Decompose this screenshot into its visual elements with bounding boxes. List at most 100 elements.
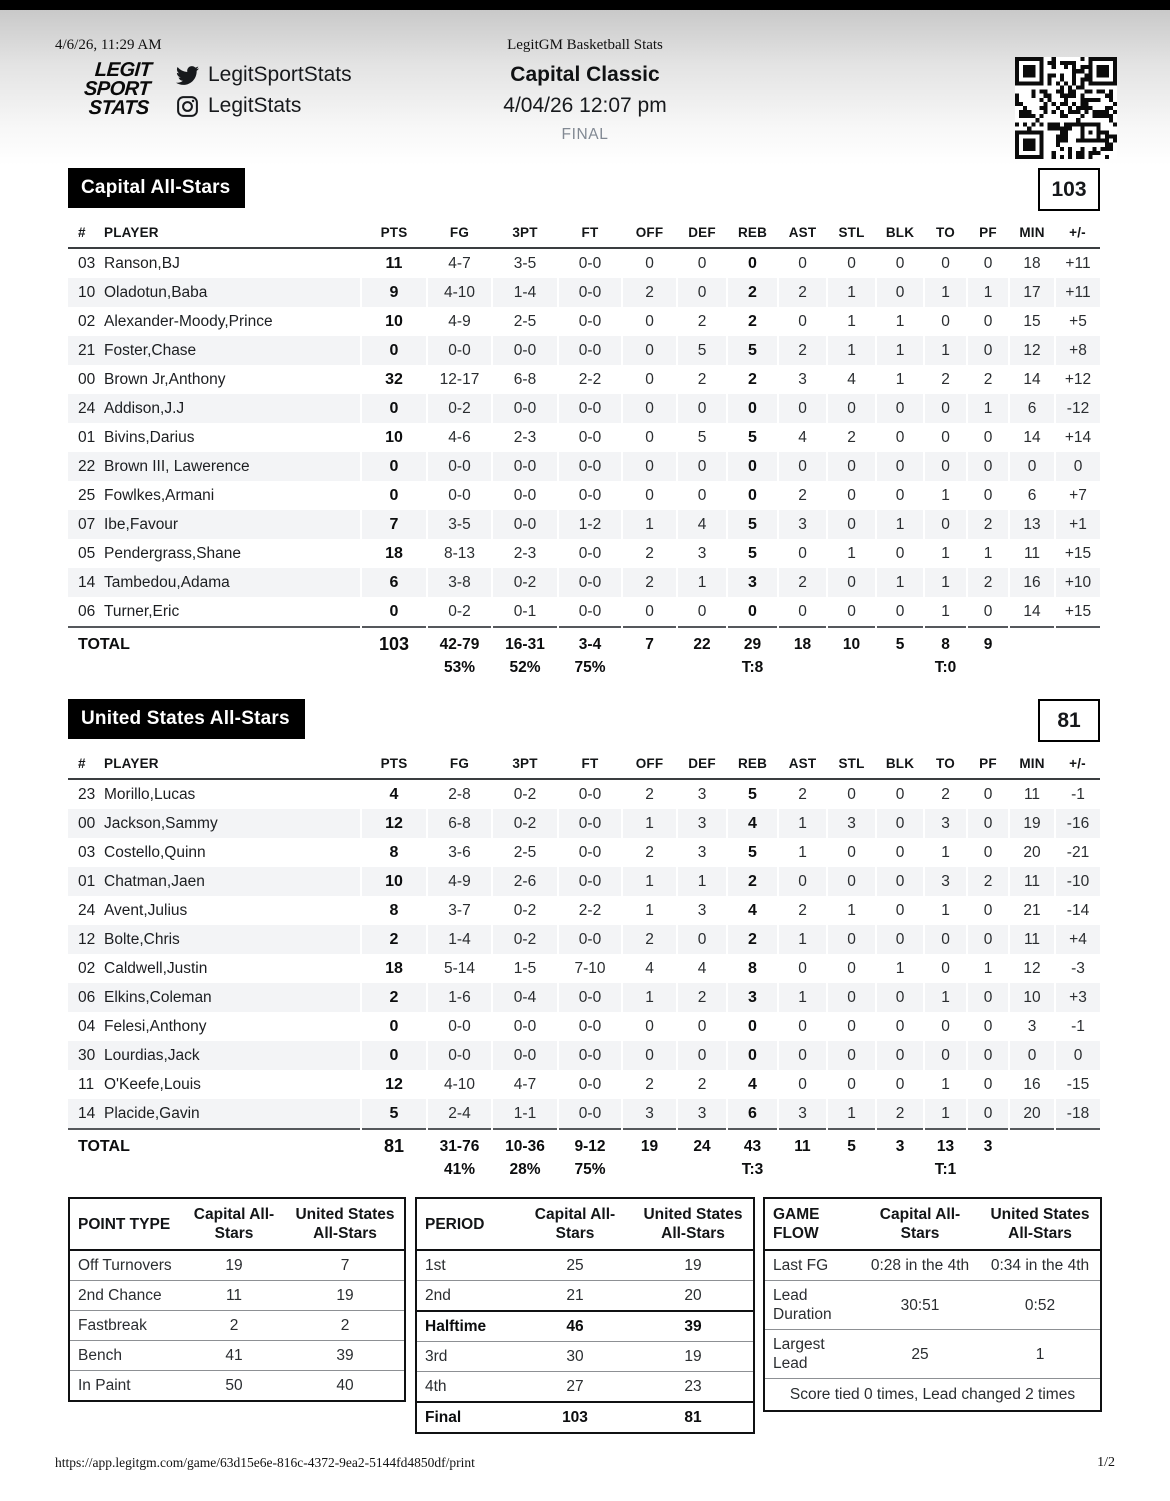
- stat-cell: 2: [621, 568, 677, 597]
- stat-cell: +11: [1054, 248, 1100, 278]
- stat-cell: 0: [777, 539, 827, 568]
- stat-cell: 0: [826, 983, 876, 1012]
- pct-cell: T:8: [726, 657, 778, 685]
- stat-cell: 0: [676, 597, 727, 627]
- total-stat-cell: [1054, 1128, 1100, 1159]
- stat-cell: 0: [826, 248, 876, 278]
- player-name: Costello,Quinn: [104, 844, 206, 861]
- stat-cell: 0: [676, 248, 727, 278]
- player-number: 30: [78, 1047, 96, 1064]
- player-row: 14 Placide,Gavin 5 2-4 1-1 0-0 3 3 6 3 1 2 1 0 20 -18: [68, 1099, 1100, 1129]
- stat-cell: 0: [777, 867, 827, 896]
- summary-row-label: Bench: [70, 1340, 182, 1371]
- stat-cell: 0-2: [491, 809, 558, 838]
- player-cell: 07 Ibe,Favour: [68, 510, 361, 539]
- stat-cell: +15: [1054, 597, 1100, 627]
- stat-cell: 20: [1008, 838, 1055, 867]
- summary-row-label: Fastbreak: [70, 1310, 182, 1341]
- player-cell: 25 Fowlkes,Armani: [68, 481, 361, 510]
- total-row: TOTAL 81 31-76 10-36 9-12 19 24 43 11 5 3 13 3: [68, 1128, 1100, 1159]
- stat-column-header: PF: [967, 216, 1009, 249]
- stat-cell: 2: [726, 925, 778, 954]
- stat-cell: 3: [726, 983, 778, 1012]
- player-name: Ranson,BJ: [104, 255, 180, 272]
- player-number: 14: [78, 1105, 96, 1122]
- stat-cell: 0: [621, 307, 677, 336]
- stat-cell: 0: [923, 248, 967, 278]
- stat-cell: 14: [1008, 597, 1055, 627]
- player-number: 12: [78, 931, 96, 948]
- total-stat-cell: [1008, 1128, 1055, 1159]
- stat-cell: 0: [875, 248, 924, 278]
- stat-cell: -21: [1054, 838, 1100, 867]
- stat-cell: 1: [777, 809, 827, 838]
- player-number: 04: [78, 1018, 96, 1035]
- summary-row-label: 2nd: [417, 1280, 517, 1311]
- stat-cell: 1-4: [426, 925, 492, 954]
- player-cell: 12 Bolte,Chris: [68, 925, 361, 954]
- stat-cell: +14: [1054, 423, 1100, 452]
- stat-cell: 2-6: [491, 867, 558, 896]
- stat-cell: 1: [966, 954, 1009, 983]
- stat-cell: 0: [777, 452, 827, 481]
- stat-cell: 5: [726, 510, 778, 539]
- summary-column-header: Capital All-Stars: [182, 1199, 286, 1251]
- social-handles: LegitSportStats LegitStats: [176, 63, 352, 125]
- player-cell: 05 Pendergrass,Shane: [68, 539, 361, 568]
- stat-cell: -3: [1054, 954, 1100, 983]
- stat-cell: 0: [923, 423, 967, 452]
- total-stat-cell: 18: [777, 626, 827, 657]
- stat-column-header: STL: [827, 216, 876, 249]
- stat-cell: 0-0: [557, 838, 622, 867]
- total-stat-cell: 8: [923, 626, 967, 657]
- summary-header-row: POINT TYPE Capital All-Stars United States…: [70, 1199, 404, 1251]
- stat-cell: 0: [726, 481, 778, 510]
- stat-cell: 1: [826, 539, 876, 568]
- summary-value: 39: [286, 1340, 404, 1371]
- stat-cell: 0-0: [557, 779, 622, 809]
- stat-cell: -18: [1054, 1099, 1100, 1129]
- player-column-label: PLAYER: [104, 225, 159, 240]
- stat-cell: 3: [777, 510, 827, 539]
- stat-column-header: TO: [924, 216, 967, 249]
- stat-cell: 2: [966, 365, 1009, 394]
- summary-column-header: GAME FLOW: [765, 1199, 860, 1251]
- pct-cell: [826, 657, 876, 685]
- stat-cell: 0-0: [557, 1099, 622, 1129]
- player-row: 11 O'Keefe,Louis 12 4-10 4-7 0-0 2 2 4 0 0 0 1 0 16 -15: [68, 1070, 1100, 1099]
- player-row: 03 Ranson,BJ 11 4-7 3-5 0-0 0 0 0 0 0 0 0 0 18 +11: [68, 248, 1100, 278]
- stat-cell: 10: [360, 867, 427, 896]
- stat-cell: 0: [726, 1012, 778, 1041]
- stat-cell: 0: [875, 1070, 924, 1099]
- stat-cell: 4: [676, 954, 727, 983]
- stat-cell: 16: [1008, 1070, 1055, 1099]
- twitter-row: LegitSportStats: [176, 63, 352, 87]
- stat-cell: 0: [875, 394, 924, 423]
- player-name: Bivins,Darius: [104, 429, 195, 446]
- stat-cell: 0: [621, 481, 677, 510]
- stat-cell: 0: [676, 1012, 727, 1041]
- stat-cell: 1: [676, 867, 727, 896]
- total-stat-cell: 19: [621, 1128, 677, 1159]
- stat-cell: 2-8: [426, 779, 492, 809]
- summary-row-label: Final: [417, 1401, 517, 1432]
- stat-cell: 6: [1008, 481, 1055, 510]
- player-cell: 10 Oladotun,Baba: [68, 278, 361, 307]
- pct-cell: [676, 1159, 727, 1187]
- pct-cell: [1008, 1159, 1055, 1187]
- total-stat-cell: 16-31: [491, 626, 558, 657]
- player-row: 22 Brown III, Lawerence 0 0-0 0-0 0-0 0 0 0 0 0 0 0 0…: [68, 452, 1100, 481]
- twitter-handle: LegitSportStats: [208, 63, 352, 86]
- player-row: 25 Fowlkes,Armani 0 0-0 0-0 0-0 0 0 0 2 0 0 1 0 6 +7: [68, 481, 1100, 510]
- stat-cell: 2: [966, 510, 1009, 539]
- stat-cell: 1: [875, 365, 924, 394]
- player-row: 12 Bolte,Chris 2 1-4 0-2 0-0 2 0 2 1 0 0 0 0 11 +4: [68, 925, 1100, 954]
- summary-value: 30: [517, 1341, 633, 1372]
- player-number: 03: [78, 844, 96, 861]
- stat-cell: 0-0: [426, 336, 492, 365]
- stat-cell: 0: [923, 307, 967, 336]
- stat-cell: 1: [777, 838, 827, 867]
- stat-cell: 0: [966, 307, 1009, 336]
- stat-cell: 0: [826, 597, 876, 627]
- stat-cell: 1: [966, 278, 1009, 307]
